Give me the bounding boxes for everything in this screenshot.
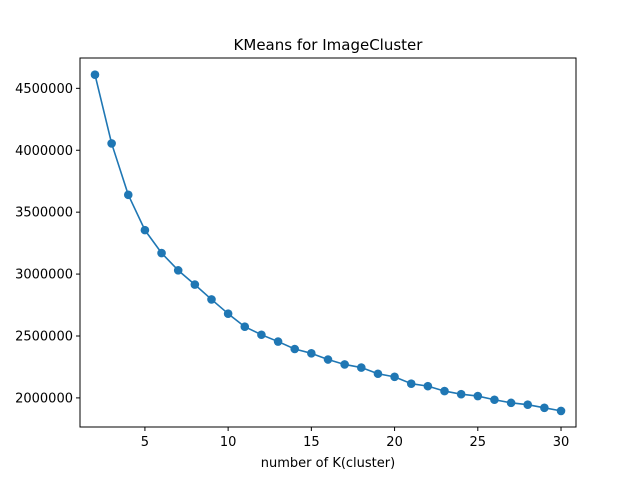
data-point	[190, 280, 200, 289]
data-point	[257, 330, 266, 340]
data-point	[140, 225, 150, 235]
data-point	[207, 295, 216, 304]
data-point	[107, 139, 116, 148]
data-point	[157, 248, 166, 258]
y-tick-label: 2500000	[15, 329, 73, 344]
data-point	[490, 395, 499, 405]
y-tick-label: 4000000	[15, 144, 73, 159]
y-axis: 2000000 2500000 3000000 3500000 4000000 45000…	[15, 82, 80, 406]
data-point	[123, 190, 133, 200]
data-point	[90, 70, 100, 80]
data-point	[273, 337, 283, 346]
data-point	[307, 349, 316, 358]
data-point	[223, 309, 233, 318]
x-tick-label: 10	[220, 435, 237, 450]
x-axis-label: number of K(cluster)	[261, 456, 395, 471]
data-point	[373, 369, 383, 379]
data-point	[506, 398, 516, 408]
y-tick-label: 3000000	[15, 268, 73, 283]
y-tick-label: 3500000	[15, 206, 73, 221]
x-tick-label: 20	[386, 435, 403, 450]
x-tick-label: 5	[141, 435, 149, 450]
data-point	[523, 400, 533, 410]
x-axis: 5 10 15 20 25 30	[141, 427, 570, 450]
data-point	[540, 403, 549, 413]
data-point	[173, 266, 183, 275]
data-point	[440, 386, 449, 396]
x-tick-label: 30	[553, 435, 570, 450]
y-tick-label: 2000000	[15, 391, 73, 406]
data-point	[340, 360, 349, 369]
data-point	[556, 406, 566, 416]
data-point	[240, 322, 250, 332]
x-tick-label: 15	[303, 435, 320, 450]
data-point	[423, 381, 433, 391]
series-layer	[90, 70, 566, 416]
data-point	[356, 363, 366, 372]
data-point	[323, 355, 333, 364]
chart-title: KMeans for ImageCluster	[234, 36, 424, 54]
data-point	[390, 372, 399, 382]
data-point	[406, 379, 416, 388]
data-point	[473, 391, 483, 401]
data-point	[290, 344, 300, 354]
x-tick-label: 25	[470, 435, 487, 450]
y-tick-label: 4500000	[15, 82, 73, 97]
plot-frame	[79, 57, 577, 428]
data-point	[456, 389, 466, 399]
